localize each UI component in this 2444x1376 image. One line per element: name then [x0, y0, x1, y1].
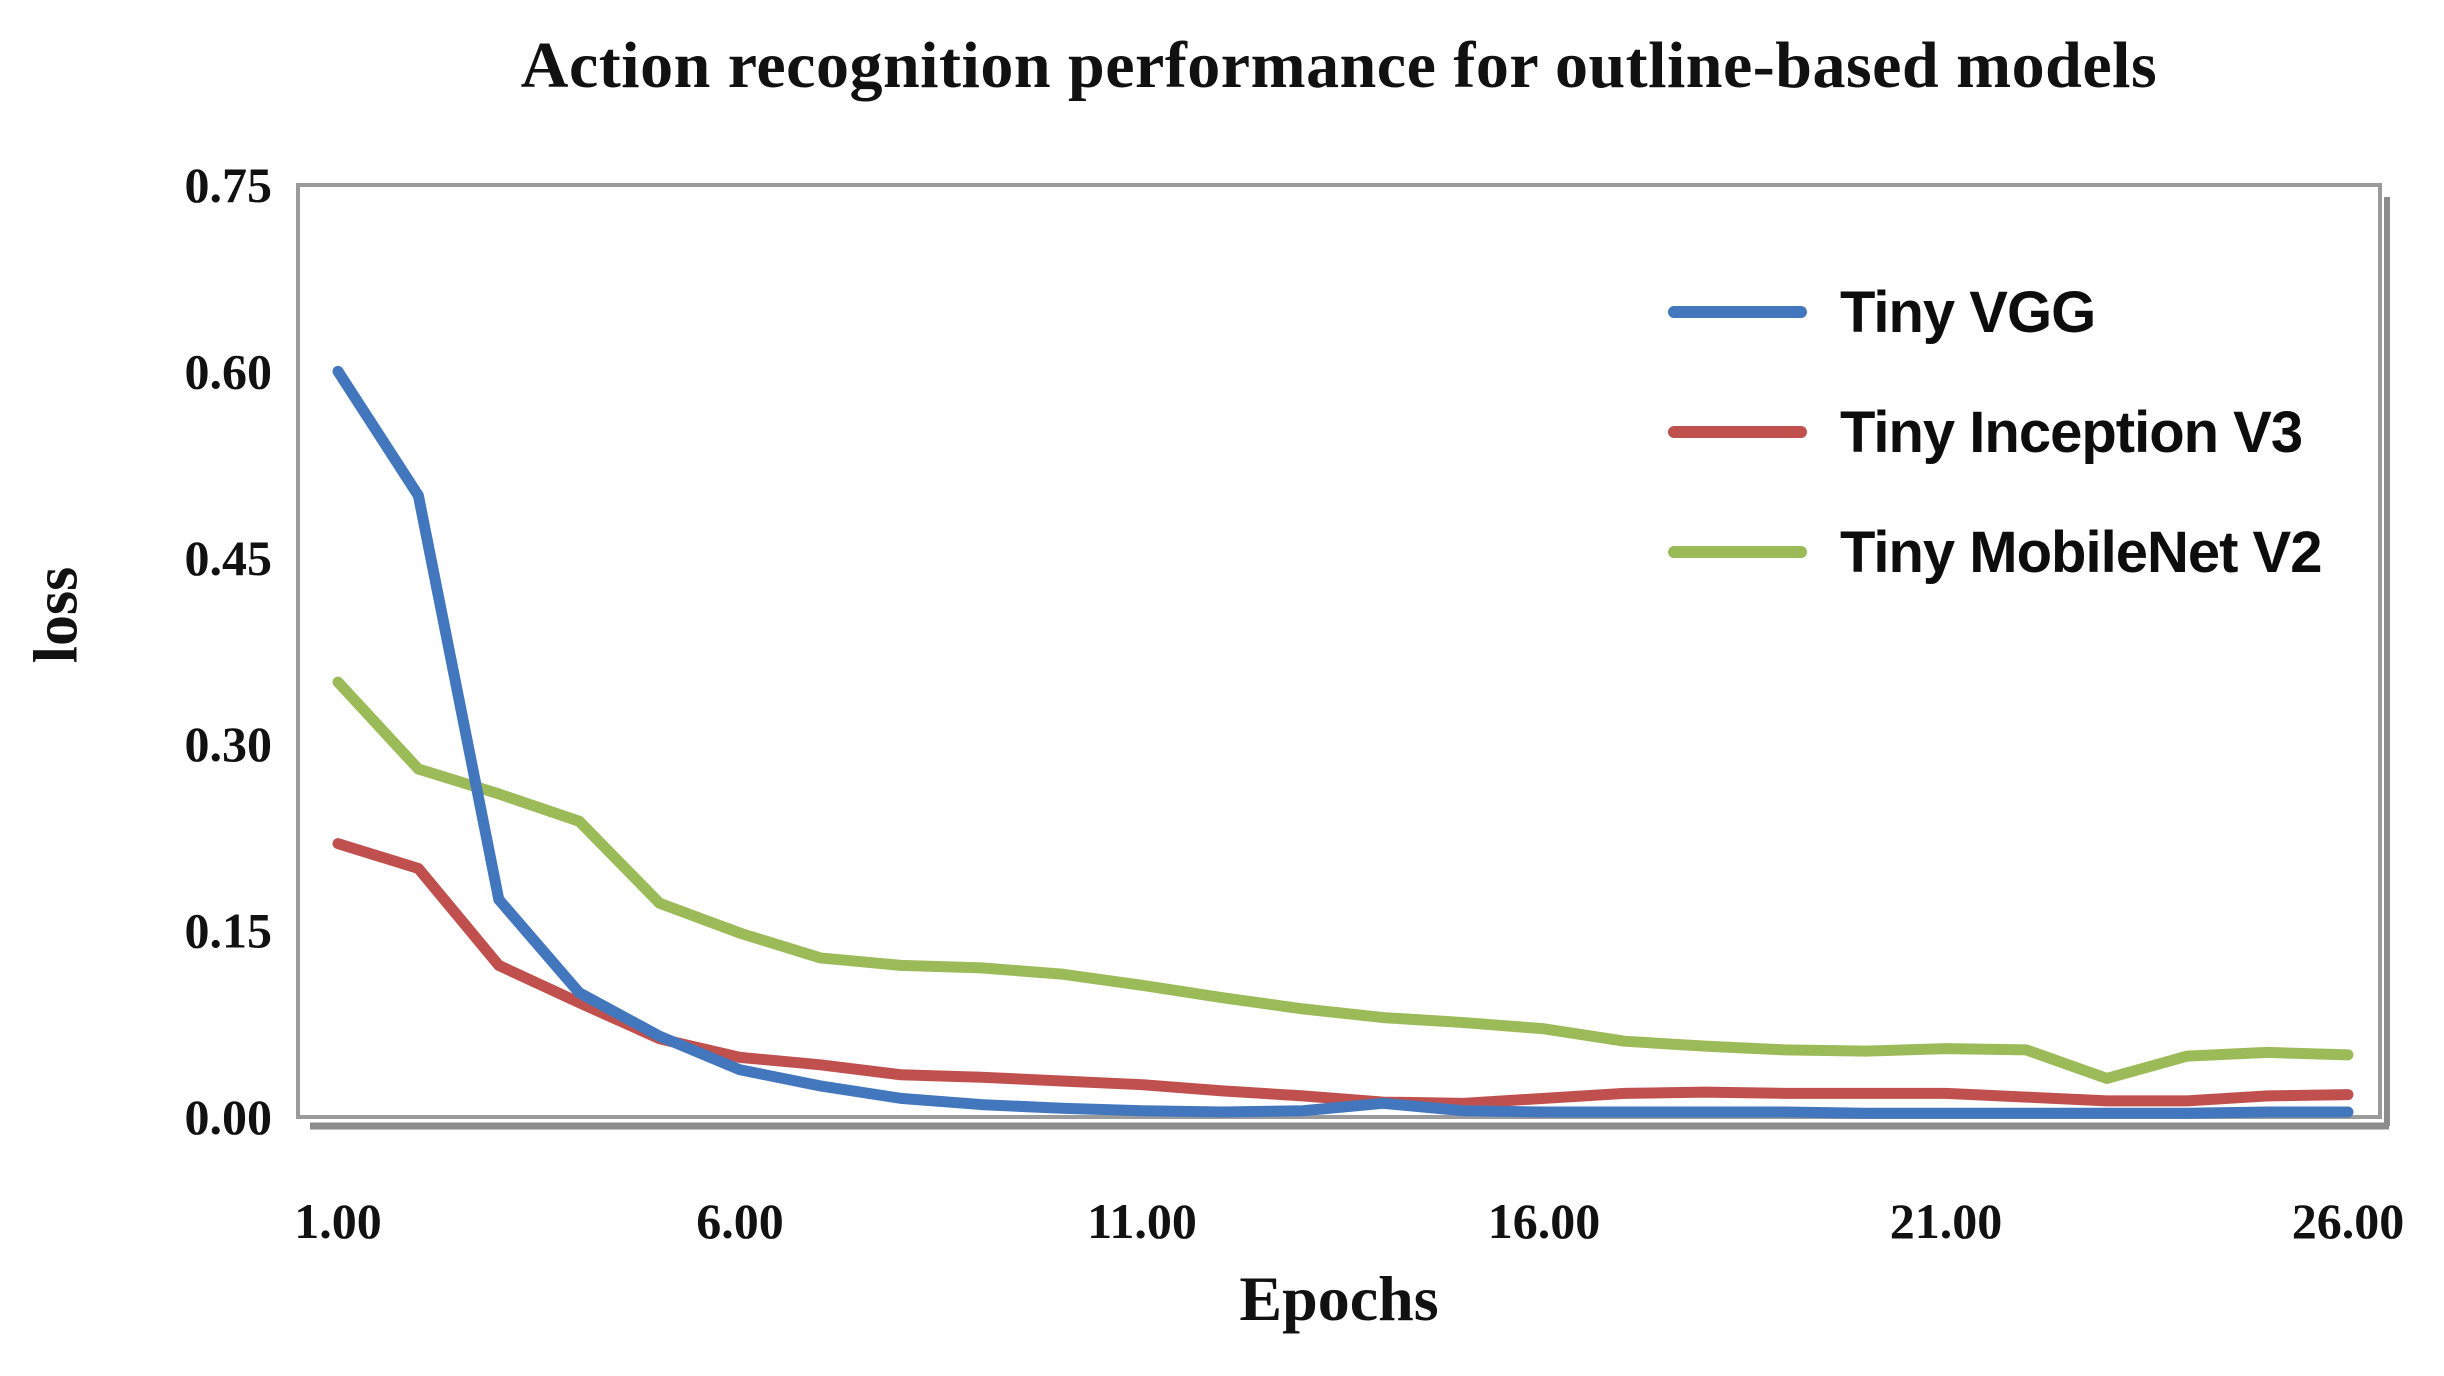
legend-swatch-tiny-mobilenet-v2	[1668, 546, 1807, 558]
x-tick-label: 1.00	[294, 1193, 382, 1249]
series-line-tiny-mobilenet-v2	[332, 676, 2354, 1084]
x-tick-label: 16.00	[1488, 1193, 1601, 1249]
chart-title: Action recognition performance for outli…	[520, 29, 2158, 102]
y-tick-label: 0.45	[185, 530, 273, 586]
plot-frame	[296, 183, 2382, 1119]
legend-label: Tiny MobileNet V2	[1840, 519, 2322, 585]
legend: Tiny VGG Tiny Inception V3 Tiny MobileNet …	[1668, 252, 2322, 612]
series-line-tiny-vgg	[332, 365, 2354, 1119]
x-axis-title: Epochs	[1239, 1263, 1439, 1334]
legend-item-tiny-mobilenet-v2: Tiny MobileNet V2	[1668, 492, 2322, 612]
legend-label: Tiny Inception V3	[1840, 399, 2303, 465]
y-tick-label: 0.15	[185, 903, 273, 959]
legend-item-tiny-inception-v3: Tiny Inception V3	[1668, 372, 2321, 492]
x-tick-label: 26.00	[2292, 1193, 2405, 1249]
legend-swatch-tiny-inception-v3	[1668, 426, 1807, 438]
legend-label: Tiny VGG	[1840, 279, 2096, 345]
y-tick-label: 0.00	[185, 1089, 273, 1145]
legend-item-tiny-vgg: Tiny VGG	[1668, 252, 2321, 372]
y-tick-label: 0.30	[185, 716, 273, 772]
legend-swatch-tiny-vgg	[1668, 306, 1807, 318]
y-tick-label: 0.75	[185, 157, 273, 213]
x-tick-label: 21.00	[1890, 1193, 2003, 1249]
y-tick-label: 0.60	[185, 343, 273, 399]
x-tick-label: 11.00	[1087, 1193, 1197, 1249]
x-tick-label: 6.00	[696, 1193, 784, 1249]
